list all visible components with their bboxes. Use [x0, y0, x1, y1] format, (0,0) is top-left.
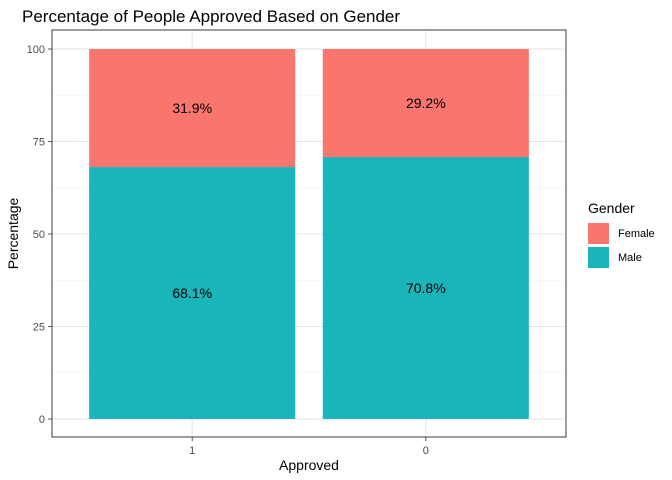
- bar-label-female: 31.9%: [172, 100, 212, 116]
- y-axis: 0 25 50 75 100: [27, 44, 52, 426]
- y-axis-title: Percentage: [5, 197, 21, 269]
- bar-male: [322, 157, 529, 420]
- x-tick-label: 0: [423, 445, 429, 457]
- chart-title: Percentage of People Approved Based on G…: [22, 7, 400, 26]
- y-tick-label: 75: [33, 137, 45, 149]
- legend-key-female: [588, 223, 609, 244]
- bar-label-male: 70.8%: [406, 280, 446, 296]
- y-tick-label: 50: [33, 229, 45, 241]
- y-tick-label: 0: [39, 414, 45, 426]
- bar-labels: 68.1% 31.9% 70.8% 29.2%: [172, 95, 445, 301]
- y-tick-label: 25: [33, 322, 45, 334]
- bar-female: [322, 49, 529, 158]
- plot-panel-border: [51, 29, 567, 438]
- y-tick-label: 100: [27, 44, 45, 56]
- bar-female: [89, 49, 296, 168]
- bar-label-male: 68.1%: [172, 285, 212, 301]
- legend: Gender Female Male: [588, 200, 655, 268]
- bars: [89, 49, 529, 420]
- legend-key-male: [588, 247, 609, 268]
- legend-label-male: Male: [618, 252, 642, 264]
- bar-male: [89, 167, 296, 419]
- legend-label-female: Female: [618, 228, 655, 240]
- x-axis-title: Approved: [279, 457, 339, 473]
- legend-title: Gender: [588, 200, 635, 216]
- bar-label-female: 29.2%: [406, 95, 446, 111]
- x-tick-label: 1: [189, 445, 195, 457]
